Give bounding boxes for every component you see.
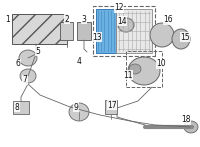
Ellipse shape [128,57,160,85]
Text: 18: 18 [181,116,191,125]
Text: 7: 7 [23,76,27,85]
Ellipse shape [118,18,134,32]
Text: 3: 3 [82,15,86,24]
Bar [105,100,117,114]
Bar [96,9,116,53]
Bar [13,101,29,114]
Ellipse shape [184,121,198,133]
Ellipse shape [172,29,190,49]
Text: 16: 16 [163,15,173,25]
Ellipse shape [19,50,37,66]
Bar [126,51,162,87]
Text: 2: 2 [65,15,69,24]
Ellipse shape [20,69,36,83]
Text: 17: 17 [107,101,117,110]
Text: 1: 1 [6,15,10,24]
Text: 9: 9 [74,102,78,112]
Text: 12: 12 [114,4,124,12]
Bar [93,6,155,56]
Text: 14: 14 [117,16,127,25]
Text: 13: 13 [92,32,102,41]
Bar [12,14,67,44]
Bar [77,22,91,40]
Text: 11: 11 [123,71,133,80]
Text: 5: 5 [36,46,40,56]
Text: 6: 6 [16,60,20,69]
Text: 8: 8 [15,102,19,112]
Text: 10: 10 [156,60,166,69]
Bar [116,9,152,53]
Ellipse shape [129,64,141,74]
Ellipse shape [69,103,89,121]
Text: 4: 4 [77,56,81,66]
Ellipse shape [150,23,174,47]
Text: 15: 15 [180,32,190,41]
Bar [60,22,73,40]
